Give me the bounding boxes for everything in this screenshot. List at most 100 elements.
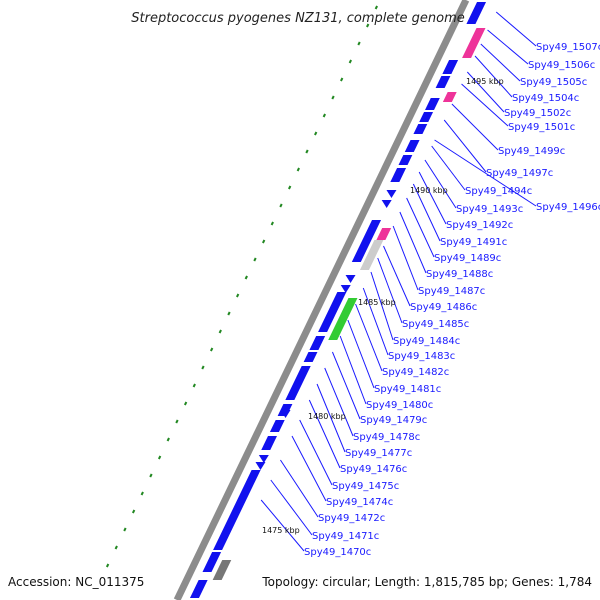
leader-line (487, 29, 529, 65)
gene-label[interactable]: Spy49_1494c (465, 186, 532, 197)
feature-track (189, 2, 487, 598)
topology-text: Topology: circular; Length: 1,815,785 bp… (261, 575, 592, 589)
other-feature (212, 560, 232, 580)
tick-mark (270, 221, 274, 226)
kbp-scale-label: 1480 kbp (308, 412, 346, 421)
gene-labels: Spy49_1507c Spy49_1506c Spy49_1505c Spy49_1… (304, 42, 600, 558)
tick-mark (105, 563, 110, 568)
gene-label[interactable]: Spy49_1470c (304, 547, 371, 558)
leader-line (339, 335, 367, 405)
gene-label[interactable]: Spy49_1478c (353, 432, 420, 443)
kbp-scale-label: 1490 kbp (410, 186, 448, 195)
cds-feature (318, 292, 347, 332)
gene-label[interactable]: Spy49_1486c (410, 302, 477, 313)
tick-mark (227, 311, 231, 316)
cds-feature (466, 2, 487, 24)
leader-line (291, 435, 327, 502)
tick-mark (209, 347, 214, 352)
tick-mark (357, 41, 361, 46)
gene-label[interactable]: Spy49_1506c (528, 60, 595, 71)
gene-label[interactable]: Spy49_1489c (434, 253, 501, 264)
cds-feature (255, 462, 266, 470)
tick-mark (192, 383, 196, 388)
gene-label[interactable]: Spy49_1476c (340, 464, 407, 475)
gene-label[interactable]: Spy49_1475c (332, 481, 399, 492)
gene-label[interactable]: Spy49_1488c (426, 269, 493, 280)
gene-label[interactable]: Spy49_1484c (393, 336, 460, 347)
gene-label[interactable]: Spy49_1501c (508, 122, 575, 133)
leader-line (466, 71, 505, 113)
gene-label[interactable]: Spy49_1479c (360, 415, 427, 426)
cds-feature (261, 436, 277, 450)
cds-feature (189, 580, 208, 598)
leader-line (474, 55, 513, 98)
gene-label[interactable]: Spy49_1487c (418, 286, 485, 297)
tick-mark (331, 95, 335, 100)
leader-line (443, 119, 487, 173)
gene-label[interactable]: Spy49_1480c (366, 400, 433, 411)
cds-feature (285, 366, 311, 400)
gene-label[interactable]: Spy49_1492c (446, 220, 513, 231)
map-title: Streptococcus pyogenes NZ131, complete g… (131, 11, 465, 26)
cds-feature (386, 190, 397, 198)
gene-label[interactable]: Spy49_1496c (536, 202, 600, 213)
tick-mark (114, 545, 118, 550)
tick-mark (279, 203, 283, 208)
tick-mark (253, 257, 257, 262)
gene-label[interactable]: Spy49_1505c (520, 77, 587, 88)
tick-mark (296, 167, 300, 172)
cds-feature (381, 200, 392, 208)
tick-mark (131, 509, 136, 514)
gene-label[interactable]: Spy49_1499c (498, 146, 565, 157)
cds-feature (309, 336, 326, 350)
tick-mark (288, 185, 292, 190)
gene-label[interactable]: Spy49_1477c (345, 448, 412, 459)
leader-line (280, 459, 319, 518)
gene-label[interactable]: Spy49_1471c (312, 531, 379, 542)
tick-mark (166, 437, 170, 442)
gene-label[interactable]: Spy49_1485c (402, 319, 469, 330)
gene-label[interactable]: Spy49_1493c (456, 204, 523, 215)
kbp-scale-label: 1495 kbp (466, 77, 504, 86)
gene-label[interactable]: Spy49_1482c (382, 367, 449, 378)
label-leaders (260, 11, 537, 552)
cds-feature (442, 60, 459, 74)
tick-mark (157, 455, 162, 460)
tick-mark (183, 401, 188, 406)
leader-line (355, 303, 383, 372)
tick-mark (244, 275, 248, 280)
cds-feature (398, 155, 413, 165)
leader-line (299, 419, 333, 486)
gene-label[interactable]: Spy49_1481c (374, 384, 441, 395)
gene-label[interactable]: Spy49_1474c (326, 497, 393, 508)
gene-label[interactable]: Spy49_1472c (318, 513, 385, 524)
tick-mark (305, 149, 309, 154)
outer-ticks (105, 5, 379, 568)
kbp-scale-label: 1475 kbp (262, 526, 300, 535)
tick-mark (262, 239, 266, 244)
leader-line (331, 351, 361, 420)
tick-mark (235, 293, 240, 298)
leader-line (316, 383, 346, 453)
leader-line (412, 183, 441, 242)
gene-label[interactable]: Spy49_1502c (504, 108, 571, 119)
kbp-scale-label: 1485 kbp (358, 298, 396, 307)
gene-label[interactable]: Spy49_1491c (440, 237, 507, 248)
cds-feature (425, 98, 440, 110)
leader-line (424, 159, 457, 209)
trna-feature (442, 92, 457, 102)
tick-mark (340, 77, 344, 82)
leader-line (347, 319, 375, 389)
gene-label[interactable]: Spy49_1507c (536, 42, 600, 53)
cds-feature (258, 455, 269, 463)
gene-label[interactable]: Spy49_1497c (486, 168, 553, 179)
leader-line (431, 145, 466, 191)
gene-label[interactable]: Spy49_1504c (512, 93, 579, 104)
tick-mark (201, 365, 205, 370)
tick-mark (123, 527, 127, 532)
cds-feature (269, 420, 285, 432)
gene-label[interactable]: Spy49_1483c (388, 351, 455, 362)
scale-marks: 1475 kbp 1480 kbp 1485 kbp 1490 kbp 1495 kbp (262, 77, 504, 535)
cds-feature (340, 285, 351, 293)
